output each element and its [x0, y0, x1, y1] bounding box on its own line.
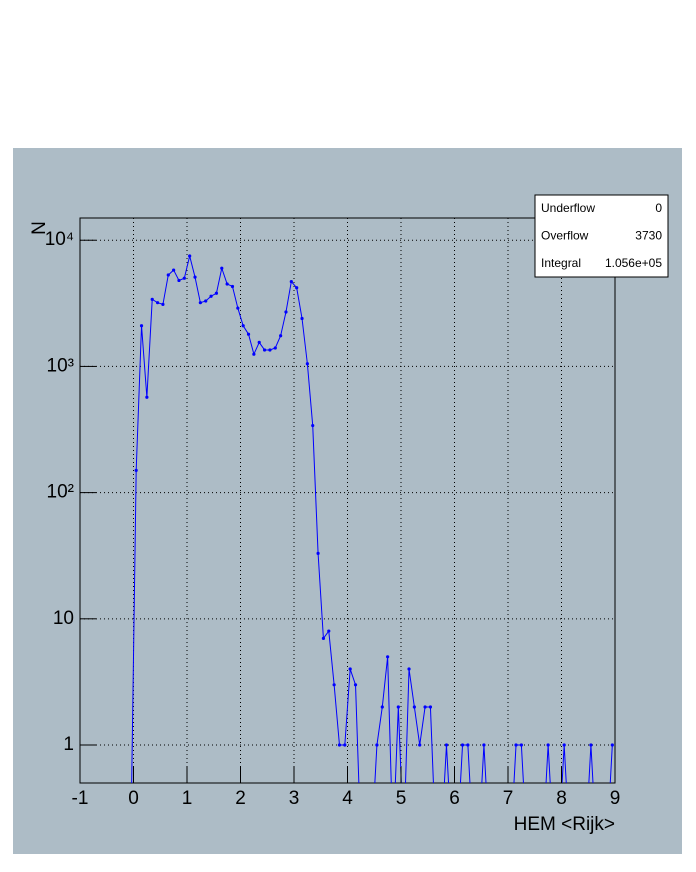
data-point: [482, 743, 486, 747]
stats-box: [534, 194, 669, 278]
x-tick-label: 1: [182, 788, 193, 809]
x-axis-title: HEM <Rijk>: [514, 814, 615, 835]
y-tick-label: 1: [63, 734, 74, 755]
data-point: [182, 276, 186, 280]
data-point: [412, 705, 416, 709]
data-point: [343, 743, 347, 747]
data-point: [562, 743, 566, 747]
data-point: [316, 551, 320, 555]
data-point: [407, 667, 411, 671]
data-point: [305, 362, 309, 366]
data-point: [375, 743, 379, 747]
data-point: [220, 266, 224, 270]
x-tick-label: 0: [128, 788, 139, 809]
data-point: [423, 705, 427, 709]
data-point: [257, 340, 261, 345]
data-point: [396, 705, 400, 709]
data-point: [348, 667, 352, 671]
data-point: [589, 743, 593, 747]
data-point: [166, 273, 170, 277]
data-point: [246, 332, 251, 336]
stat-label: Underflow: [541, 201, 595, 215]
y-tick-label: 10²: [47, 482, 74, 503]
data-point: [353, 683, 358, 687]
data-point: [236, 306, 240, 310]
data-point: [241, 324, 245, 328]
x-tick-label: -1: [72, 788, 89, 809]
data-point: [284, 310, 288, 314]
stat-label: Integral: [541, 256, 581, 270]
stat-value: 3730: [635, 229, 662, 243]
data-point: [204, 299, 208, 303]
x-tick-label: 6: [449, 788, 460, 809]
data-point: [418, 743, 422, 747]
data-point: [295, 286, 299, 290]
data-point: [145, 395, 149, 399]
stat-value: 0: [655, 201, 662, 215]
plot-frame: [79, 217, 616, 784]
data-point: [225, 282, 229, 286]
x-tick-label: 2: [235, 788, 246, 809]
data-point: [337, 743, 342, 747]
data-point: [161, 302, 165, 307]
data-point: [139, 324, 144, 328]
data-point: [380, 705, 384, 709]
data-point: [466, 743, 470, 747]
data-point: [209, 294, 213, 298]
x-tick-label: 8: [556, 788, 567, 809]
data-point: [177, 278, 181, 283]
data-point: [188, 254, 192, 258]
data-point: [273, 346, 277, 350]
data-point: [268, 348, 272, 352]
x-tick-label: 9: [610, 788, 621, 809]
data-point: [519, 743, 523, 747]
x-tick-label: 3: [289, 788, 300, 809]
data-point: [252, 352, 256, 356]
data-point: [321, 636, 326, 640]
data-point: [230, 284, 235, 289]
y-tick-label: 10: [53, 608, 74, 629]
data-point: [300, 316, 304, 321]
data-point: [214, 291, 219, 295]
data-point: [193, 275, 197, 279]
data-point: [150, 297, 154, 301]
y-axis-title: N: [29, 221, 50, 235]
data-point: [262, 348, 267, 352]
x-tick-label: 4: [342, 788, 353, 809]
data-point: [172, 268, 176, 272]
y-tick-label: 10³: [47, 355, 74, 376]
x-tick-label: 5: [396, 788, 407, 809]
y-tick-label: 10⁴: [45, 229, 74, 250]
data-point: [311, 423, 315, 428]
stat-label: Overflow: [541, 229, 589, 243]
data-point: [327, 629, 331, 633]
data-point: [386, 655, 390, 659]
data-point: [546, 743, 550, 747]
data-point: [332, 683, 336, 687]
data-point: [444, 743, 449, 747]
x-tick-label: 7: [503, 788, 514, 809]
data-point: [279, 334, 283, 338]
data-point: [134, 468, 138, 472]
data-point: [198, 301, 202, 305]
stat-value: 1.056e+05: [605, 256, 662, 270]
data-point: [155, 301, 160, 305]
data-point: [428, 705, 433, 709]
data-point: [610, 743, 614, 747]
data-point: [514, 743, 518, 747]
data-point: [460, 743, 465, 747]
data-point: [289, 280, 293, 284]
